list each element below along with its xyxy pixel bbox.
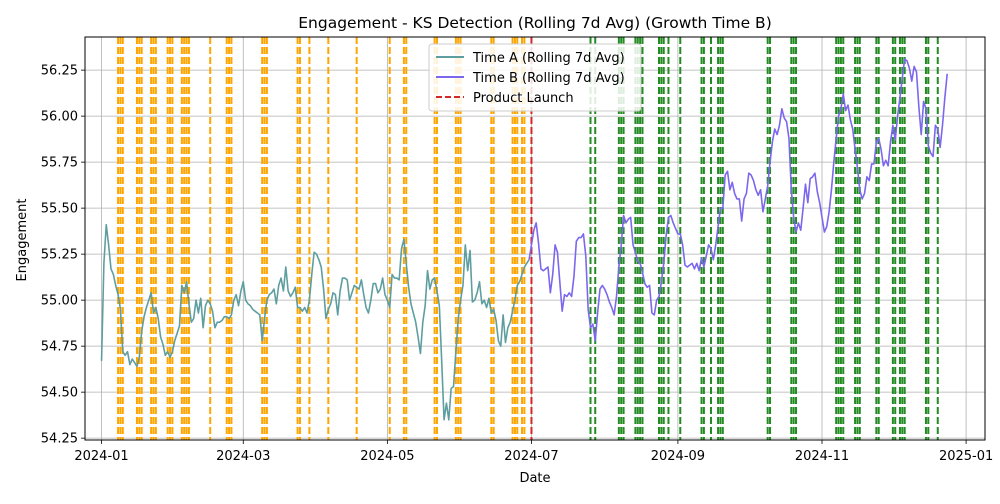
x-tick-label: 2024-09 bbox=[651, 449, 705, 464]
y-tick-label: 54.25 bbox=[41, 432, 78, 447]
y-tick-label: 56.00 bbox=[41, 110, 78, 125]
chart-title: Engagement - KS Detection (Rolling 7d Av… bbox=[298, 14, 772, 32]
legend-label-product-launch: Product Launch bbox=[473, 91, 574, 106]
detection-markers bbox=[117, 37, 939, 440]
series-lines bbox=[100, 58, 948, 421]
y-tick-label: 54.50 bbox=[41, 386, 78, 401]
legend-label-time-b: Time B (Rolling 7d Avg) bbox=[472, 71, 625, 86]
x-tick-label: 2024-05 bbox=[360, 449, 414, 464]
x-axis-label: Date bbox=[519, 471, 550, 486]
y-tick-label: 55.25 bbox=[41, 248, 78, 263]
legend: Time A (Rolling 7d Avg) Time B (Rolling … bbox=[428, 43, 642, 112]
y-axis-ticks: 54.25 54.50 54.75 55.00 55.25 55.50 55.75 56.00… bbox=[41, 64, 85, 447]
y-tick-label: 55.00 bbox=[41, 294, 78, 309]
y-tick-label: 55.75 bbox=[41, 156, 78, 171]
x-tick-label: 2024-07 bbox=[504, 449, 558, 464]
x-axis-ticks: 2024-01 2024-03 2024-05 2024-07 2024-09 2024-… bbox=[74, 440, 993, 464]
y-tick-label: 56.25 bbox=[41, 64, 78, 79]
grid-lines bbox=[85, 37, 985, 440]
y-tick-label: 55.50 bbox=[41, 202, 78, 217]
x-tick-label: 2024-11 bbox=[795, 449, 849, 464]
legend-box bbox=[428, 43, 642, 112]
y-axis-label: Engagement bbox=[15, 199, 30, 282]
legend-label-time-a: Time A (Rolling 7d Avg) bbox=[472, 51, 625, 66]
y-tick-label: 54.75 bbox=[41, 340, 78, 355]
series-line-time-a bbox=[100, 223, 530, 421]
plot-area-frame bbox=[84, 36, 986, 441]
series-line-time-b bbox=[528, 58, 948, 342]
x-tick-label: 2025-01 bbox=[939, 449, 993, 464]
x-tick-label: 2024-01 bbox=[74, 449, 128, 464]
x-tick-label: 2024-03 bbox=[216, 449, 270, 464]
